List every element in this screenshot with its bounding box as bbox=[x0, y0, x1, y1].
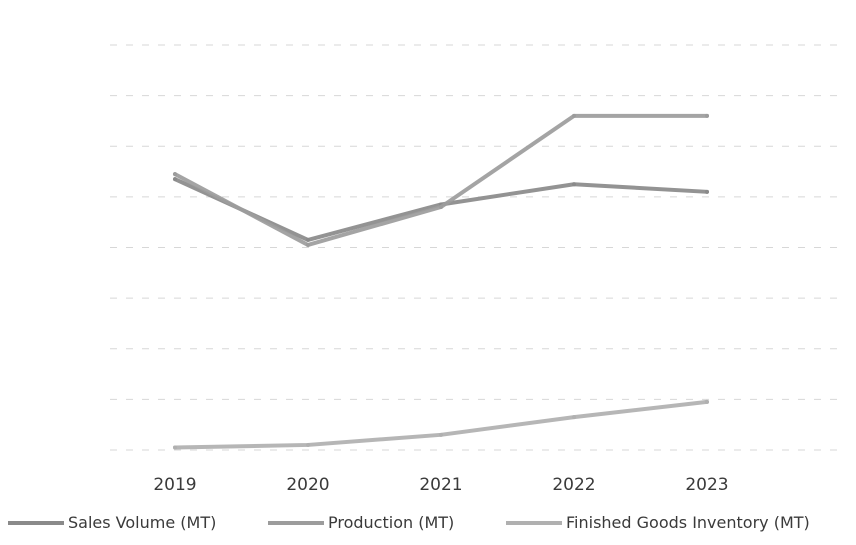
data-point bbox=[572, 182, 576, 187]
series-line-2 bbox=[173, 113, 709, 247]
x-tick-label: 2019 bbox=[153, 475, 196, 495]
legend-label: Sales Volume (MT) bbox=[68, 513, 216, 532]
x-tick-label: 2021 bbox=[419, 475, 462, 495]
x-tick-label: 2023 bbox=[685, 475, 728, 495]
data-point bbox=[306, 242, 310, 247]
x-tick-label: 2020 bbox=[286, 475, 329, 495]
legend-label: Production (MT) bbox=[328, 513, 454, 532]
data-point bbox=[173, 445, 177, 450]
legend-label: Finished Goods Inventory (MT) bbox=[566, 513, 810, 532]
data-point bbox=[306, 237, 310, 242]
x-tick-label: 2022 bbox=[552, 475, 595, 495]
data-point bbox=[705, 189, 709, 194]
data-point bbox=[306, 442, 310, 447]
x-axis-tick-labels: 2019 2020 2021 2022 2023 bbox=[153, 475, 728, 495]
legend: Sales Volume (MT) Production (MT) Finished… bbox=[8, 513, 810, 532]
series-lines bbox=[173, 113, 709, 450]
series-line-1 bbox=[173, 177, 709, 242]
data-point bbox=[705, 113, 709, 118]
data-point bbox=[173, 177, 177, 182]
data-point bbox=[439, 432, 443, 437]
data-point bbox=[572, 415, 576, 420]
gridlines bbox=[110, 44, 840, 451]
data-point bbox=[439, 205, 443, 209]
data-point bbox=[173, 172, 177, 177]
series-line-3 bbox=[173, 399, 709, 450]
data-point bbox=[705, 399, 709, 404]
data-point bbox=[572, 113, 576, 118]
